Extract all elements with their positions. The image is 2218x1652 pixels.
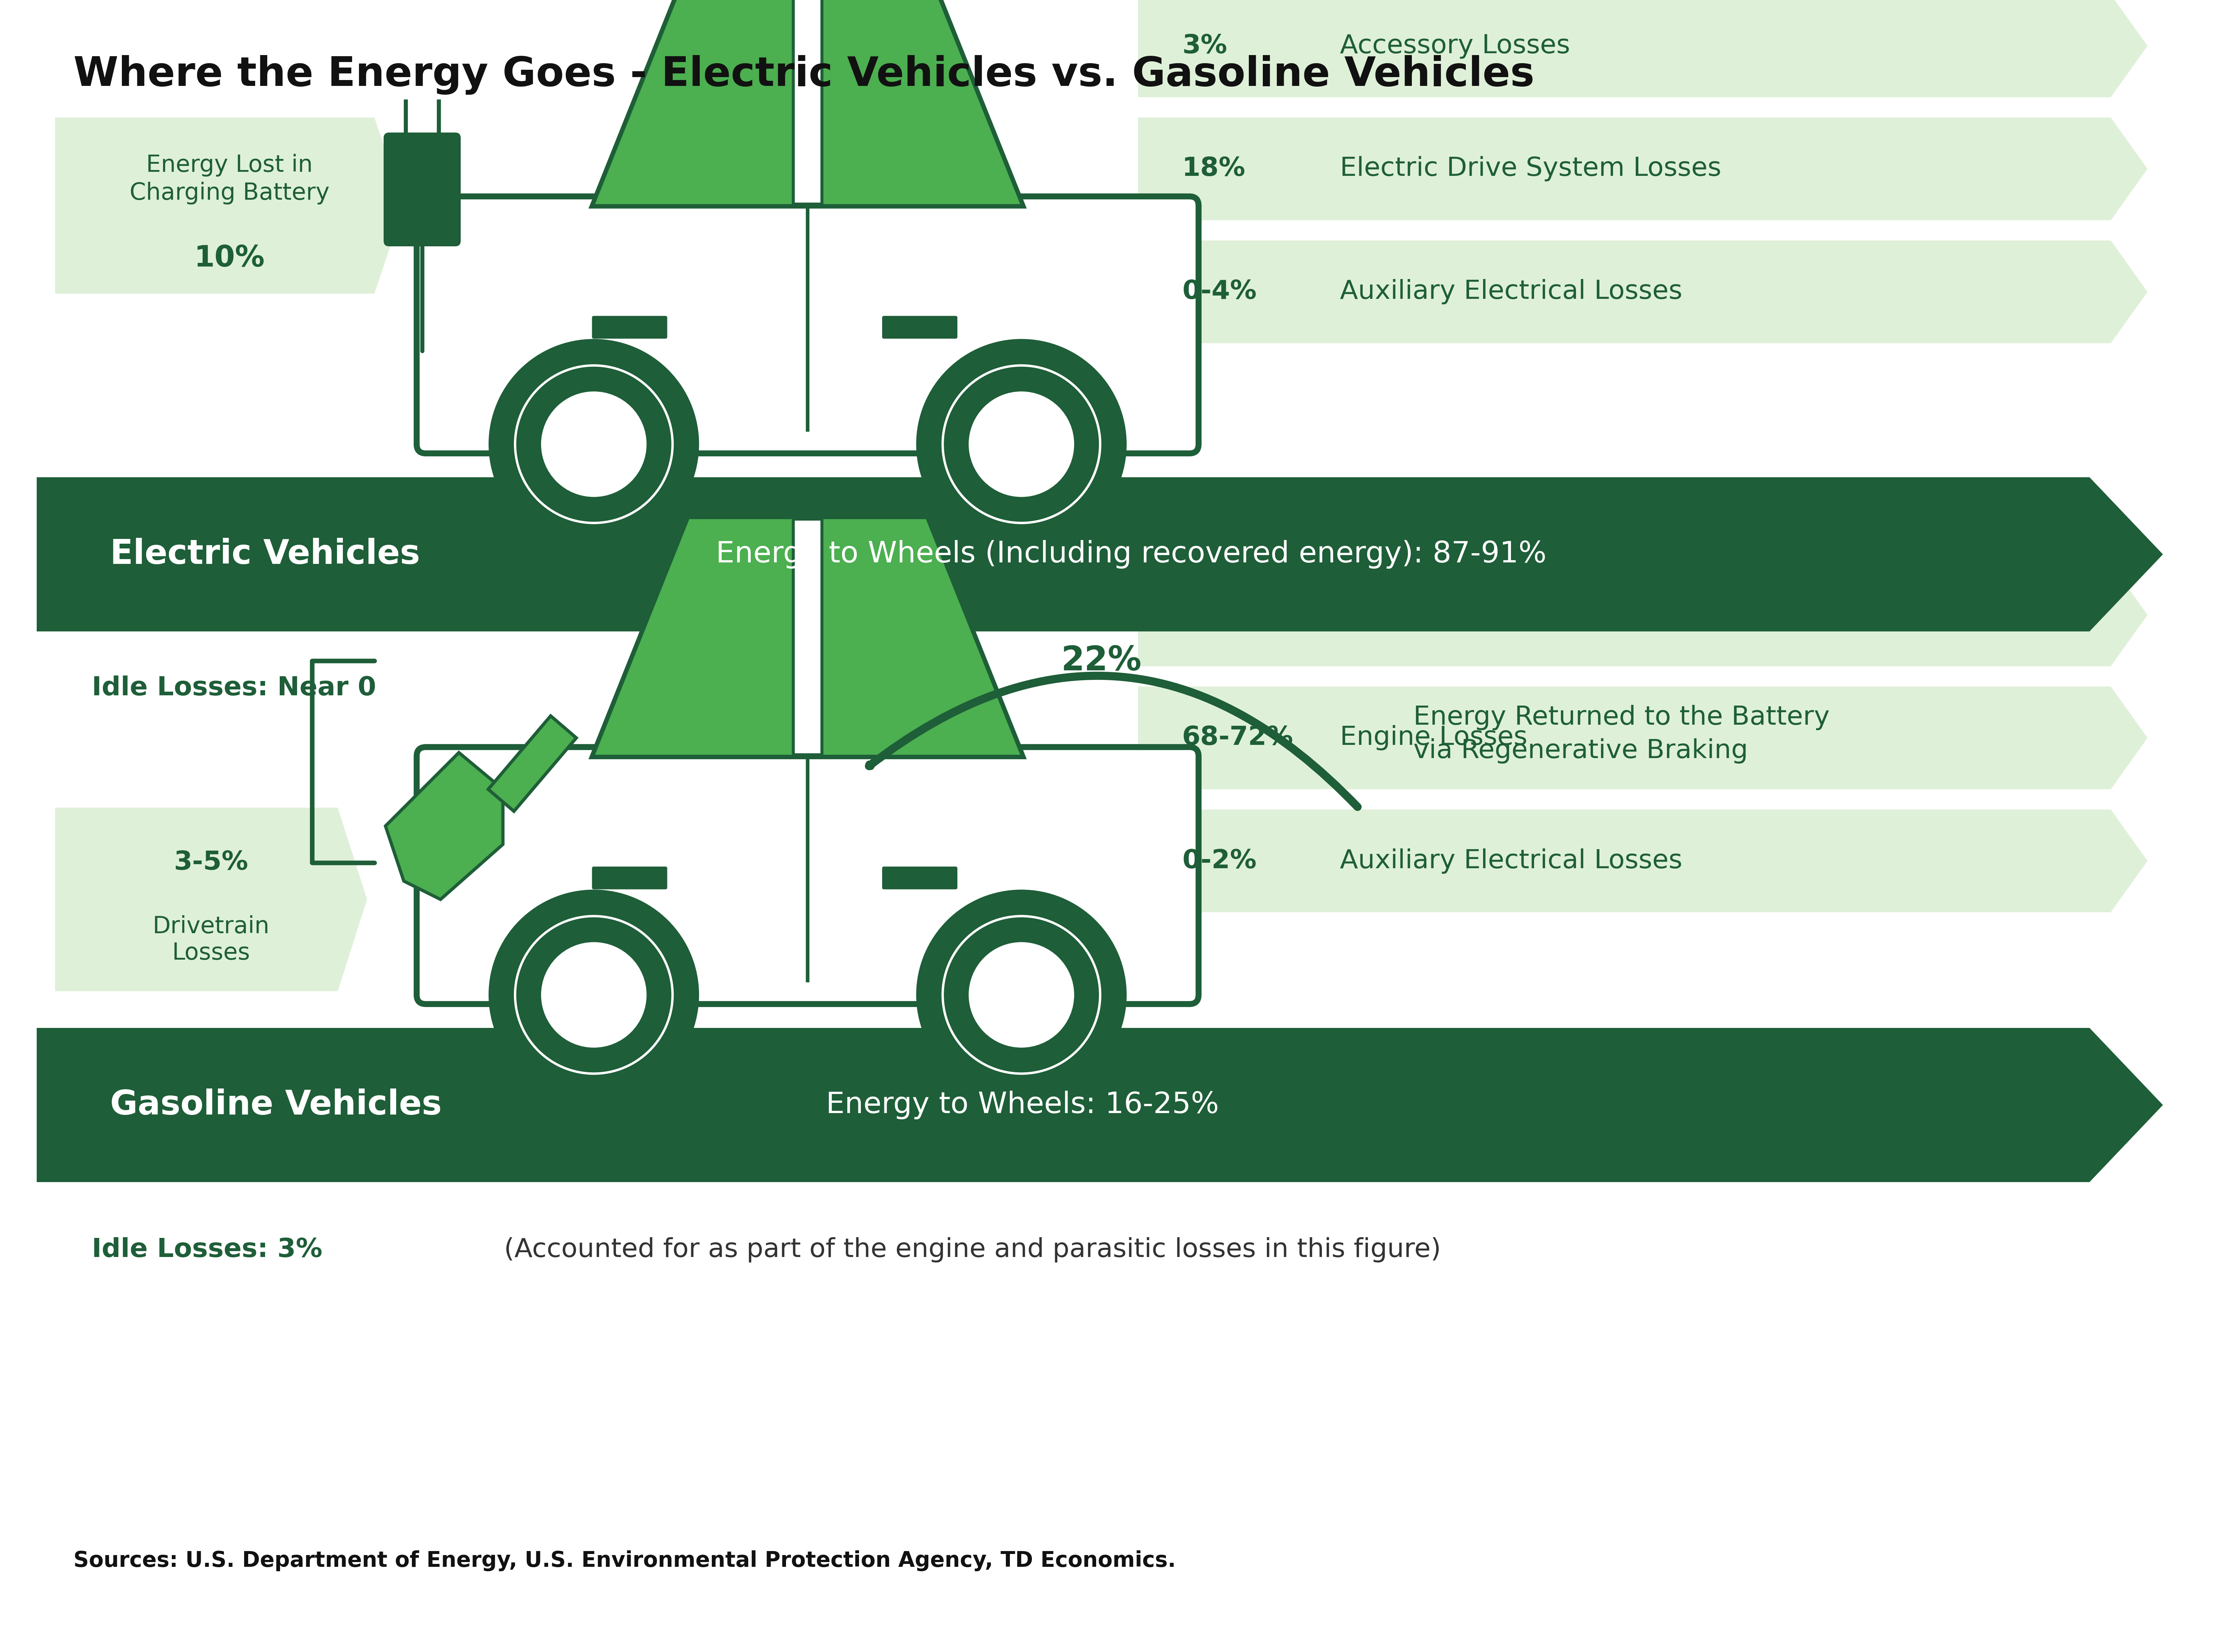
FancyArrowPatch shape: [869, 676, 1357, 806]
Polygon shape: [592, 517, 794, 757]
FancyBboxPatch shape: [384, 132, 461, 246]
Circle shape: [488, 339, 699, 548]
Text: Energy Lost in
Charging Battery: Energy Lost in Charging Battery: [129, 154, 330, 205]
Circle shape: [541, 942, 645, 1047]
Text: 0-2%: 0-2%: [1182, 847, 1258, 874]
Text: 3%: 3%: [1182, 33, 1227, 58]
Text: Gasoline Vehicles: Gasoline Vehicles: [111, 1089, 441, 1122]
Text: 10%: 10%: [195, 244, 264, 273]
Polygon shape: [386, 753, 503, 899]
Text: Drivetrain
Losses: Drivetrain Losses: [153, 915, 271, 965]
Polygon shape: [38, 1028, 2163, 1183]
FancyBboxPatch shape: [417, 197, 1198, 453]
Text: 4-6%: 4-6%: [1182, 603, 1258, 628]
Text: Where the Energy Goes - Electric Vehicles vs. Gasoline Vehicles: Where the Energy Goes - Electric Vehicle…: [73, 55, 1535, 94]
Circle shape: [916, 890, 1127, 1100]
FancyBboxPatch shape: [883, 316, 958, 339]
Polygon shape: [38, 477, 2163, 631]
Polygon shape: [1138, 563, 2147, 666]
FancyBboxPatch shape: [417, 747, 1198, 1004]
Text: Accessory Losses: Accessory Losses: [1340, 33, 1570, 58]
Polygon shape: [823, 0, 1022, 205]
Text: 68-72%: 68-72%: [1182, 725, 1293, 750]
FancyBboxPatch shape: [592, 867, 668, 889]
FancyBboxPatch shape: [883, 867, 958, 889]
Text: Auxiliary Electrical Losses: Auxiliary Electrical Losses: [1340, 279, 1683, 304]
Polygon shape: [55, 808, 368, 991]
Polygon shape: [592, 0, 794, 205]
Circle shape: [488, 890, 699, 1100]
Polygon shape: [1138, 687, 2147, 790]
Text: Sources: U.S. Department of Energy, U.S. Environmental Protection Agency, TD Eco: Sources: U.S. Department of Energy, U.S.…: [73, 1550, 1176, 1571]
Circle shape: [969, 942, 1074, 1047]
Circle shape: [969, 392, 1074, 497]
Text: Energy to Wheels (Including recovered energy): 87-91%: Energy to Wheels (Including recovered en…: [716, 540, 1546, 568]
Text: Energy to Wheels: 16-25%: Energy to Wheels: 16-25%: [825, 1090, 1220, 1120]
Circle shape: [541, 392, 645, 497]
Text: Engine Losses: Engine Losses: [1340, 725, 1528, 750]
Text: Parasitic Losses: Parasitic Losses: [1340, 603, 1548, 628]
Text: 3-5%: 3-5%: [173, 851, 248, 876]
Polygon shape: [592, 0, 1022, 205]
Text: Electric Vehicles: Electric Vehicles: [111, 539, 419, 572]
Polygon shape: [1138, 809, 2147, 912]
Text: (Accounted for as part of the engine and parasitic losses in this figure): (Accounted for as part of the engine and…: [495, 1237, 1442, 1262]
Text: 22%: 22%: [1060, 644, 1142, 677]
Polygon shape: [823, 517, 1022, 757]
Polygon shape: [1138, 0, 2147, 97]
FancyBboxPatch shape: [592, 316, 668, 339]
Circle shape: [916, 339, 1127, 548]
Text: 18%: 18%: [1182, 157, 1247, 182]
Text: 0-4%: 0-4%: [1182, 279, 1258, 304]
Polygon shape: [488, 715, 577, 811]
Polygon shape: [55, 117, 404, 294]
Text: Energy Returned to the Battery
via Regenerative Braking: Energy Returned to the Battery via Regen…: [1413, 705, 1830, 763]
Polygon shape: [1138, 117, 2147, 220]
Polygon shape: [592, 517, 1022, 757]
Text: Idle Losses: 3%: Idle Losses: 3%: [91, 1237, 322, 1262]
Text: Idle Losses: Near 0: Idle Losses: Near 0: [91, 676, 377, 700]
Polygon shape: [1138, 241, 2147, 344]
Text: Electric Drive System Losses: Electric Drive System Losses: [1340, 157, 1721, 182]
Text: Auxiliary Electrical Losses: Auxiliary Electrical Losses: [1340, 847, 1683, 874]
